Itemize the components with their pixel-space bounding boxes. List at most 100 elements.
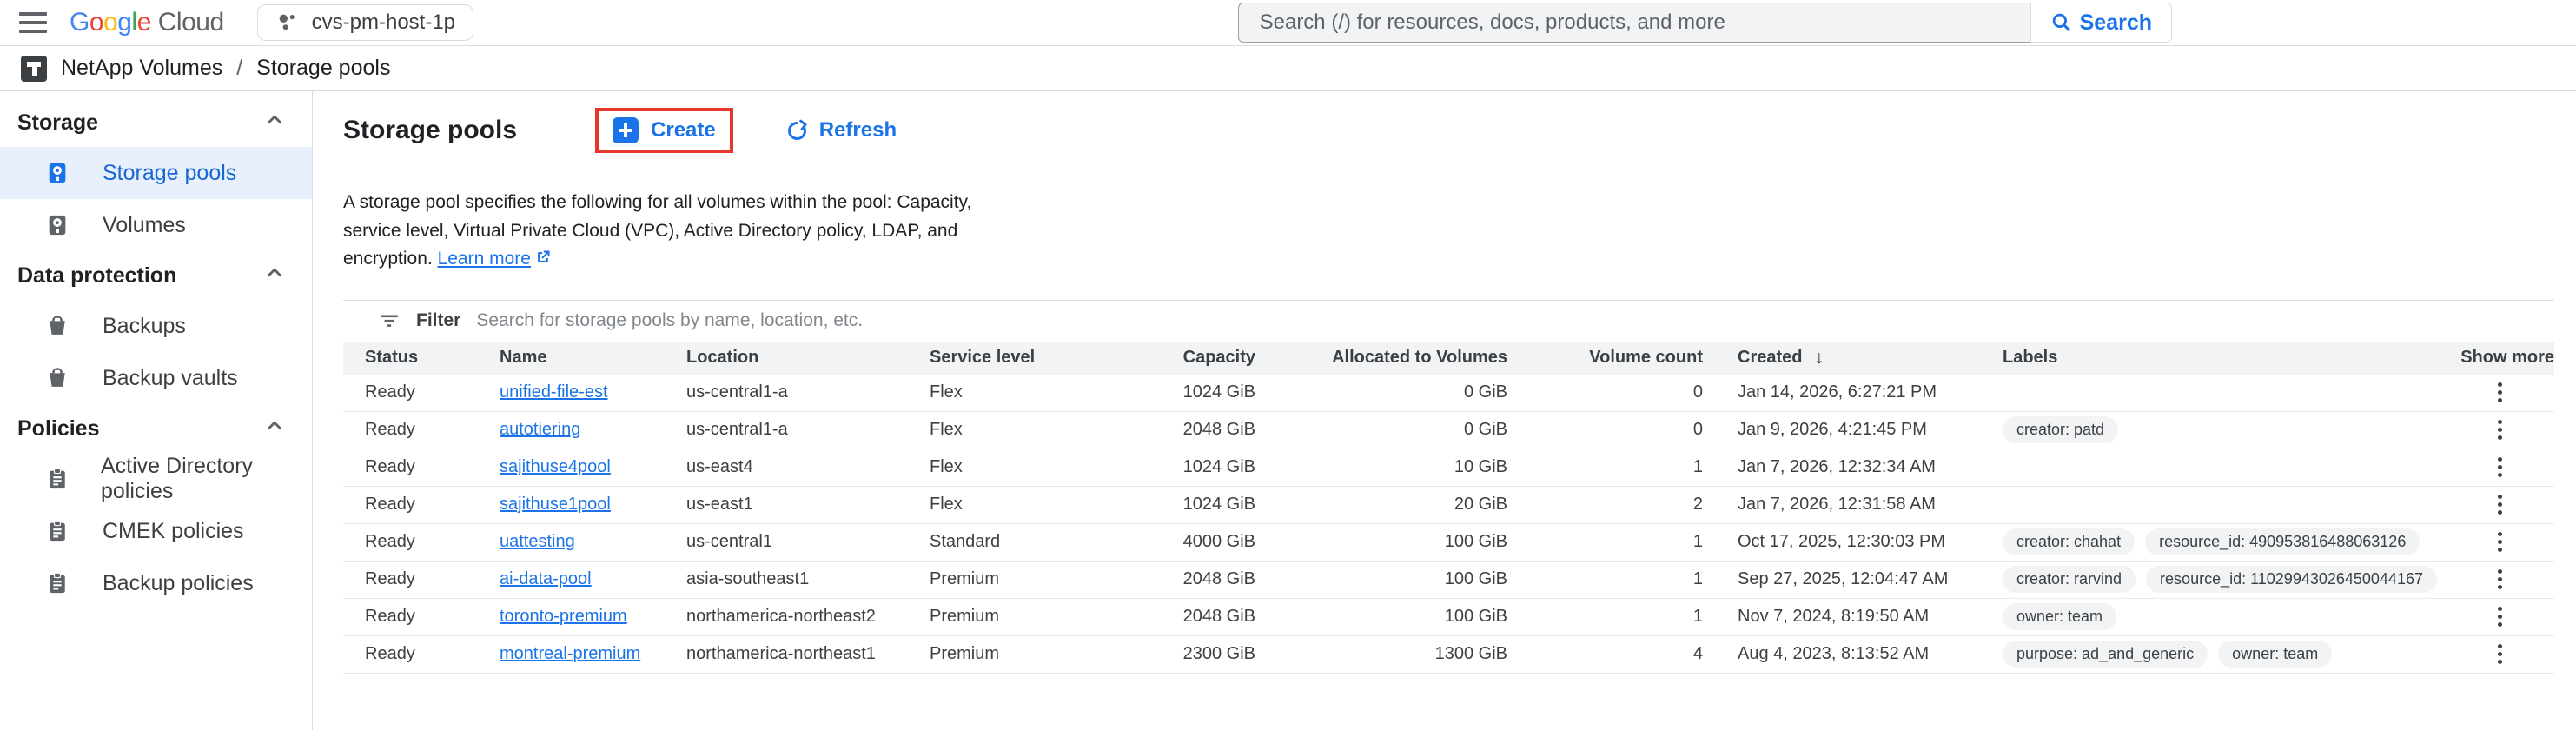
pool-name-link[interactable]: unified-file-est — [500, 382, 608, 402]
learn-more-link[interactable]: Learn more — [438, 249, 552, 269]
cell-location: northamerica-northeast2 — [686, 607, 876, 627]
project-selector[interactable]: cvs-pm-host-1p — [256, 4, 474, 41]
column-header-created[interactable]: Created ↓ — [1738, 347, 1824, 368]
search-icon — [2052, 13, 2070, 32]
main-content: Storage pools Create Refresh A storage p… — [313, 91, 2576, 730]
cell-created: Jan 9, 2026, 4:21:45 PM — [1738, 420, 1927, 440]
row-actions-kebab-icon[interactable] — [2494, 603, 2506, 630]
clipboard-icon — [45, 466, 70, 492]
cell-created: Jan 14, 2026, 6:27:21 PM — [1738, 382, 1937, 402]
row-actions-kebab-icon[interactable] — [2494, 528, 2506, 555]
pool-name-link[interactable]: sajithuse1pool — [500, 495, 611, 515]
column-header-capacity[interactable]: Capacity — [1182, 348, 1255, 368]
storage-pools-table: Status Name Location Service level Capacity A… — [343, 341, 2554, 674]
cell-location: us-central1 — [686, 532, 772, 552]
cell-created: Nov 7, 2024, 8:19:50 AM — [1738, 607, 1930, 627]
sidebar-item-cmek-policies[interactable]: CMEK policies — [0, 505, 312, 557]
cell-allocated: 20 GiB — [1454, 495, 1507, 515]
bucket-icon — [45, 313, 71, 339]
pool-name-link[interactable]: sajithuse4pool — [500, 457, 611, 477]
storage-pool-icon — [45, 212, 71, 238]
cell-labels: creator: patd — [2003, 416, 2446, 444]
sidebar-item-storage-pools[interactable]: Storage pools — [0, 147, 312, 199]
table-row-montreal-premium: Ready montreal-premium northamerica-northe… — [343, 635, 2554, 674]
cell-volume-count: 0 — [1692, 382, 1703, 402]
pool-name-link[interactable]: toronto-premium — [500, 607, 627, 627]
cell-actions — [2446, 603, 2554, 630]
create-button[interactable]: Create — [613, 117, 716, 143]
sidebar-item-backup-policies[interactable]: Backup policies — [0, 557, 312, 609]
table-row-sajithuse1pool: Ready sajithuse1pool us-east1 Flex 1024 GiB 2… — [343, 486, 2554, 524]
label-chip: owner: team — [2218, 641, 2333, 668]
column-header-labels[interactable]: Labels — [2003, 348, 2058, 368]
breadcrumb-storage-pools: Storage pools — [256, 56, 391, 80]
sidebar-item-label: Backup policies — [103, 570, 254, 595]
search-button[interactable]: Search — [2030, 3, 2172, 43]
row-actions-kebab-icon[interactable] — [2494, 416, 2506, 443]
column-header-location[interactable]: Location — [686, 348, 759, 368]
breadcrumb-netapp-volumes[interactable]: NetApp Volumes — [61, 56, 223, 80]
sidebar-item-active-directory-policies[interactable]: Active Directory policies — [0, 453, 312, 505]
sidebar-item-label: Backups — [103, 313, 186, 338]
column-header-name[interactable]: Name — [500, 348, 547, 368]
cell-location: us-east4 — [686, 457, 753, 477]
cell-labels: creator: rarvind resource_id: 11029943026… — [2003, 566, 2446, 594]
pool-name-link[interactable]: montreal-premium — [500, 644, 641, 664]
sidebar-section-storage[interactable]: Storage — [0, 98, 312, 147]
top-app-bar: Google Cloud cvs-pm-host-1p Search — [0, 0, 2576, 46]
cell-actions — [2446, 566, 2554, 593]
section-title: Storage — [17, 110, 99, 135]
cell-volume-count: 1 — [1692, 532, 1703, 552]
filter-label[interactable]: Filter — [416, 310, 461, 331]
chevron-up-icon — [263, 415, 286, 443]
refresh-icon — [787, 119, 807, 140]
project-name: cvs-pm-host-1p — [311, 10, 456, 34]
cell-name: autotiering — [500, 420, 686, 440]
breadcrumb: NetApp Volumes / Storage pools — [0, 46, 2576, 91]
cell-created: Jan 7, 2026, 12:31:58 AM — [1738, 495, 1936, 515]
cell-labels: owner: team — [2003, 603, 2446, 631]
column-header-allocated-to-volumes[interactable]: Allocated to Volumes — [1332, 348, 1507, 368]
sidebar-item-label: CMEK policies — [103, 518, 244, 543]
column-header-volume-count[interactable]: Volume count — [1589, 348, 1703, 368]
sidebar-item-backup-vaults[interactable]: Backup vaults — [0, 352, 312, 404]
sidebar-item-backups[interactable]: Backups — [0, 300, 312, 352]
row-actions-kebab-icon[interactable] — [2494, 454, 2506, 481]
row-actions-kebab-icon[interactable] — [2494, 566, 2506, 593]
search-input[interactable] — [1259, 10, 2010, 35]
menu-icon[interactable] — [19, 8, 49, 37]
row-actions-kebab-icon[interactable] — [2494, 641, 2506, 668]
refresh-button[interactable]: Refresh — [785, 118, 897, 143]
cell-actions — [2446, 641, 2554, 668]
cell-status: Ready — [365, 495, 415, 515]
cell-capacity: 2048 GiB — [1182, 569, 1255, 589]
pool-name-link[interactable]: ai-data-pool — [500, 569, 592, 589]
search-input-box[interactable] — [1237, 3, 2030, 43]
cell-name: montreal-premium — [500, 644, 686, 664]
cell-service-level: Flex — [930, 420, 963, 440]
column-header-show-more[interactable]: Show more — [2460, 348, 2554, 368]
filter-input[interactable] — [476, 310, 2554, 332]
pool-name-link[interactable]: uattesting — [500, 532, 575, 552]
column-header-service-level[interactable]: Service level — [930, 348, 1036, 368]
row-actions-kebab-icon[interactable] — [2494, 491, 2506, 518]
sidebar-section-policies[interactable]: Policies — [0, 404, 312, 453]
cell-status: Ready — [365, 457, 415, 477]
column-header-status[interactable]: Status — [365, 348, 419, 368]
table-header-row: Status Name Location Service level Capacity A… — [343, 341, 2554, 375]
table-row-ai-data-pool: Ready ai-data-pool asia-southeast1 Premium 2… — [343, 561, 2554, 599]
cell-status: Ready — [365, 382, 415, 402]
cell-volume-count: 1 — [1692, 607, 1703, 627]
row-actions-kebab-icon[interactable] — [2494, 379, 2506, 406]
clipboard-icon — [45, 518, 71, 544]
label-chip: creator: chahat — [2003, 528, 2136, 556]
cell-service-level: Flex — [930, 457, 963, 477]
sidebar-item-volumes[interactable]: Volumes — [0, 199, 312, 251]
sidebar-section-data-protection[interactable]: Data protection — [0, 251, 312, 300]
pool-name-link[interactable]: autotiering — [500, 420, 581, 440]
table-body: Ready unified-file-est us-central1-a Flex 10… — [343, 374, 2554, 674]
cell-capacity: 2300 GiB — [1182, 644, 1255, 664]
cell-actions — [2446, 416, 2554, 443]
sort-descending-icon: ↓ — [1814, 347, 1824, 368]
cell-location: northamerica-northeast1 — [686, 644, 876, 664]
